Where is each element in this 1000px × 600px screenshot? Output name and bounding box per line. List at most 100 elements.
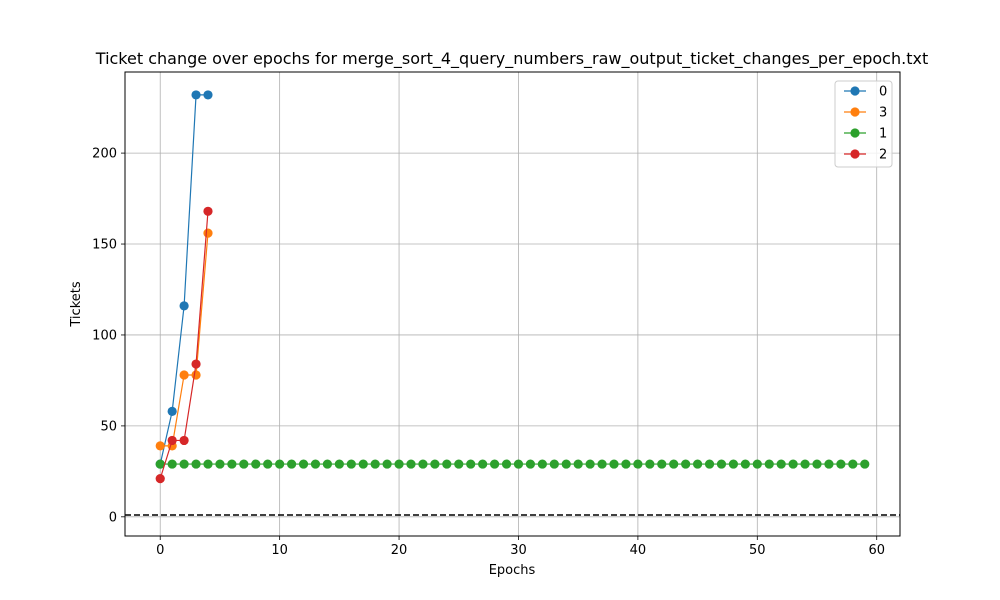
data-point — [836, 459, 846, 469]
data-point — [286, 459, 297, 469]
data-point — [800, 459, 810, 469]
x-axis-label: Epochs — [489, 563, 536, 578]
chart-title: Ticket change over epochs for merge_sort… — [95, 49, 928, 69]
data-point — [776, 459, 786, 469]
data-point — [860, 459, 870, 469]
series-2 — [155, 206, 213, 484]
data-point — [454, 459, 464, 469]
data-point — [728, 459, 739, 469]
legend-marker — [850, 128, 860, 138]
data-point — [215, 459, 225, 469]
data-point — [191, 459, 201, 469]
data-point — [418, 459, 428, 469]
legend-entry: 1 — [844, 127, 887, 142]
data-point — [442, 459, 452, 469]
data-point — [382, 459, 392, 469]
data-point — [585, 459, 595, 469]
data-point — [848, 459, 858, 469]
legend-label: 3 — [879, 106, 887, 121]
data-point — [525, 459, 536, 469]
data-point — [489, 459, 500, 469]
x-tick-label: 0 — [156, 543, 164, 558]
data-point — [227, 459, 237, 469]
data-point — [812, 459, 822, 469]
data-point — [179, 459, 189, 469]
data-point — [275, 459, 285, 469]
data-point — [239, 459, 249, 469]
grid-lines — [125, 72, 900, 536]
data-point — [824, 459, 834, 469]
series-group — [155, 90, 870, 484]
data-point — [358, 459, 368, 469]
data-point — [573, 459, 583, 469]
data-point — [298, 459, 309, 469]
data-point — [155, 474, 165, 484]
x-tick-label: 10 — [271, 543, 288, 558]
data-point — [167, 406, 177, 416]
data-point — [752, 459, 762, 469]
y-tick-label: 100 — [92, 328, 117, 343]
data-point — [167, 435, 177, 446]
data-point — [191, 359, 201, 369]
series-1 — [155, 459, 870, 469]
data-point — [478, 459, 488, 469]
data-point — [203, 90, 213, 100]
legend-label: 2 — [879, 148, 887, 163]
data-point — [621, 459, 631, 469]
data-point — [203, 206, 213, 216]
legend-entry: 3 — [844, 106, 887, 121]
y-tick-label: 150 — [92, 238, 117, 253]
legend-marker — [850, 149, 860, 159]
x-tick-label: 60 — [868, 543, 885, 558]
y-tick-label: 50 — [100, 419, 117, 434]
x-tick-label: 50 — [749, 543, 766, 558]
data-point — [681, 459, 691, 469]
y-tick-label: 0 — [109, 510, 117, 525]
data-point — [692, 459, 703, 469]
data-point — [334, 459, 344, 469]
legend-entry: 0 — [844, 85, 887, 100]
data-point — [155, 441, 165, 451]
data-point — [179, 435, 189, 446]
x-tick-label: 20 — [391, 543, 408, 558]
data-point — [203, 459, 213, 469]
data-point — [322, 459, 333, 469]
data-point — [645, 459, 655, 469]
data-point — [609, 459, 619, 469]
y-tick-label: 200 — [92, 147, 117, 162]
data-point — [466, 459, 476, 469]
x-tick-label: 30 — [510, 543, 527, 558]
legend-marker — [850, 86, 860, 96]
data-point — [716, 459, 727, 469]
data-point — [430, 459, 440, 469]
x-tick-label: 40 — [630, 543, 647, 558]
data-point — [167, 459, 177, 469]
x-axis-ticks: 0 10 20 30 40 50 60 — [156, 536, 885, 558]
legend-box — [834, 80, 893, 168]
data-point — [764, 459, 774, 469]
data-point — [788, 459, 798, 469]
data-point — [633, 459, 643, 469]
data-point — [370, 459, 380, 469]
y-axis-ticks: 0 50 100 150 200 — [92, 147, 125, 525]
data-point — [263, 459, 273, 469]
data-point — [740, 459, 750, 469]
data-point — [394, 459, 404, 469]
data-point — [501, 459, 512, 469]
data-point — [561, 459, 571, 469]
data-point — [704, 459, 715, 469]
data-point — [310, 459, 321, 469]
data-point — [191, 370, 201, 380]
data-point — [669, 459, 679, 469]
data-point — [179, 301, 189, 311]
legend-entry: 2 — [844, 148, 887, 163]
data-point — [406, 459, 416, 469]
data-point — [597, 459, 607, 469]
legend-label: 0 — [879, 85, 887, 100]
legend-marker — [850, 107, 860, 117]
data-point — [346, 459, 356, 469]
legend: 0 3 1 2 — [834, 80, 893, 168]
data-point — [251, 459, 261, 469]
